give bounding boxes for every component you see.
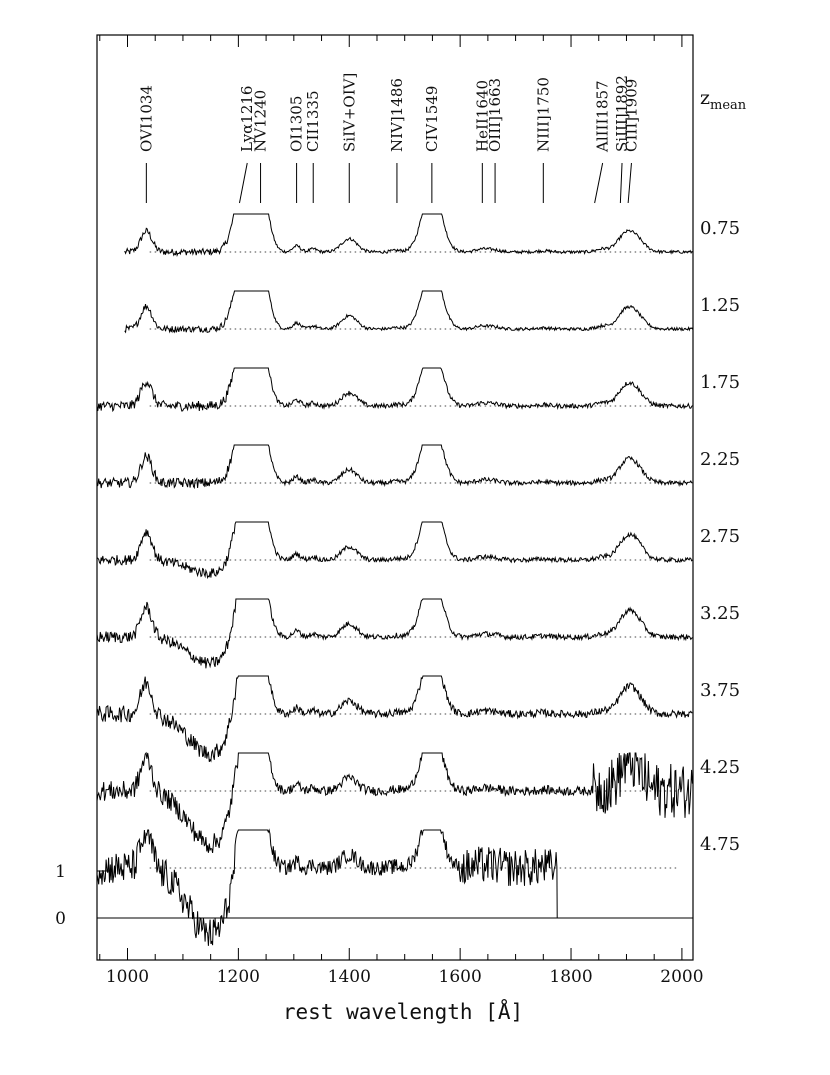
- y-tick-label-0: 0: [55, 909, 66, 929]
- z-header-text: zmean: [700, 87, 747, 113]
- line-label: Lyα1216: [238, 86, 256, 152]
- spectrum-line: [124, 290, 694, 334]
- y-tick-label-1: 1: [55, 862, 66, 882]
- line-label: SiIII]1892: [613, 75, 631, 152]
- line-label: AlIII1857: [594, 80, 612, 153]
- spectrum-line: [96, 598, 693, 669]
- redshift-labels: 0.75 1.25 1.75 2.25 2.75 3.25 3.75 4.25 4.75: [700, 218, 740, 855]
- line-label: SiIV+OIV]: [340, 73, 358, 152]
- spectra-series: [96, 213, 694, 946]
- redshift-label: 1.75: [700, 372, 740, 393]
- spectrum-line: [96, 675, 693, 763]
- x-tick-label: 1800: [549, 967, 592, 987]
- redshift-label: 4.25: [700, 757, 740, 778]
- spectrum-line: [96, 444, 693, 490]
- line-marker: [238, 162, 248, 204]
- spectrum-line: [96, 521, 693, 580]
- line-label: OIII]1663: [486, 78, 504, 152]
- line-label: HeII1640: [473, 80, 491, 152]
- line-label: CII1335: [304, 90, 322, 152]
- x-tick-label: 1200: [217, 967, 260, 987]
- redshift-label: 2.75: [700, 526, 740, 547]
- x-tick-label: 1400: [328, 967, 371, 987]
- redshift-label: 4.75: [700, 834, 740, 855]
- redshift-label: 3.75: [700, 680, 740, 701]
- redshift-label: 2.25: [700, 449, 740, 470]
- plot-frame: [96, 34, 694, 961]
- spectrum-line: [96, 828, 558, 946]
- x-axis-ticks: 1000 1200 1400 1600 1800 2000: [99, 35, 704, 987]
- x-tick-label: 1000: [106, 967, 149, 987]
- line-label: CIV1549: [423, 86, 441, 152]
- line-marker: [594, 162, 604, 204]
- line-label: OI1305: [288, 96, 306, 152]
- x-axis-title: rest wavelength [Å]: [283, 998, 523, 1024]
- y-axis: 1 0: [55, 862, 693, 929]
- redshift-label: 1.25: [700, 295, 740, 316]
- line-label: NIV]1486: [388, 78, 406, 152]
- spectrum-line: [96, 367, 693, 413]
- x-tick-label: 2000: [660, 967, 703, 987]
- line-label: OVI1034: [137, 85, 155, 152]
- x-tick-label: 1600: [439, 967, 482, 987]
- redshift-label: 0.75: [700, 218, 740, 239]
- line-marker: [619, 162, 623, 204]
- line-label: NIII]1750: [534, 77, 552, 152]
- redshift-label: 3.25: [700, 603, 740, 624]
- spectrum-line: [124, 213, 693, 258]
- z-header: zmean: [700, 87, 747, 113]
- spectrum-line: [96, 751, 693, 853]
- line-label: NV1240: [252, 90, 270, 152]
- line-label: CIII]1909: [622, 79, 640, 152]
- line-marker: [627, 162, 632, 204]
